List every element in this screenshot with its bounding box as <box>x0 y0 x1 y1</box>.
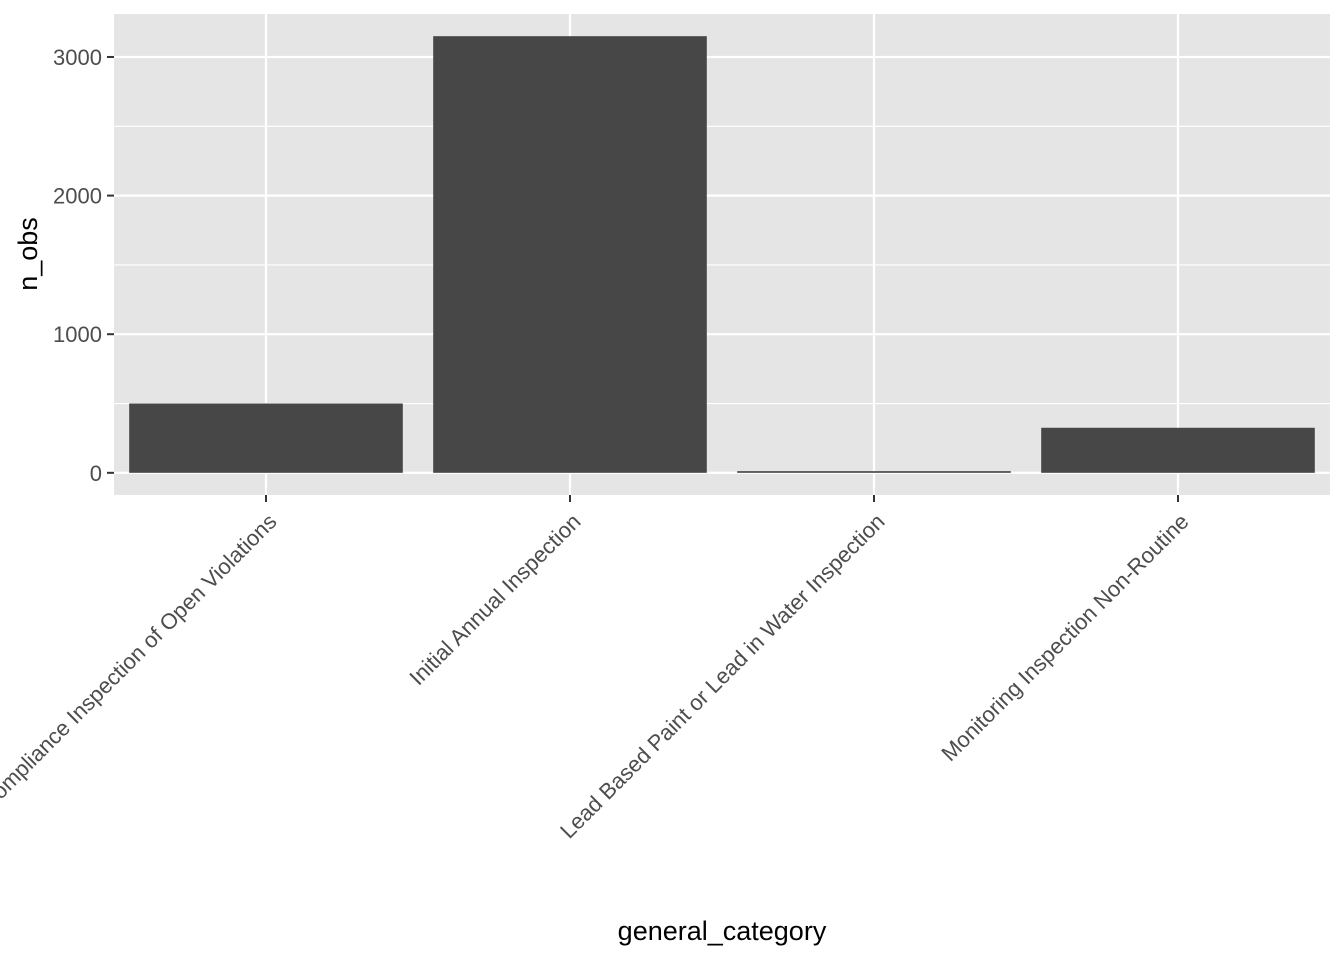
y-tick-label: 0 <box>90 461 102 486</box>
bar <box>433 36 707 473</box>
x-axis: Compliance Inspection of Open Violations… <box>0 495 1194 843</box>
bars <box>129 36 1315 473</box>
x-tick-label: Lead Based Paint or Lead in Water Inspec… <box>555 509 889 843</box>
y-axis: 0 1000 2000 3000 <box>53 45 114 486</box>
x-tick-label: Monitoring Inspection Non-Routine <box>936 509 1193 766</box>
bar <box>737 471 1011 473</box>
bar <box>129 403 403 473</box>
x-tick-label: Compliance Inspection of Open Violations <box>0 509 282 815</box>
x-axis-title: general_category <box>618 916 827 946</box>
y-axis-title: n_obs <box>13 217 43 291</box>
y-tick-label: 3000 <box>53 45 102 70</box>
y-tick-label: 1000 <box>53 322 102 347</box>
y-tick-label: 2000 <box>53 184 102 209</box>
bar <box>1041 427 1315 473</box>
x-tick-label: Initial Annual Inspection <box>404 509 585 690</box>
